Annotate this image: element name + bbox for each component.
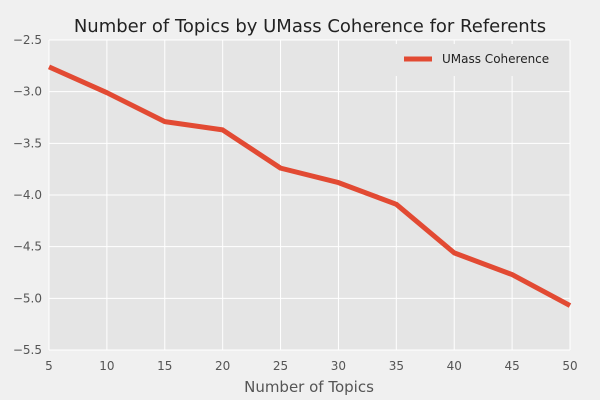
x-tick-label: 10 (99, 359, 114, 373)
series-layer (47, 64, 572, 308)
series-line-umass-coherence (47, 64, 572, 308)
y-tick-label: −3.0 (13, 85, 42, 99)
y-tick-label: −5.5 (13, 343, 42, 357)
grid (48, 39, 571, 351)
y-tick-label: −4.5 (13, 240, 42, 254)
x-tick-label: 15 (157, 359, 172, 373)
x-tick-label: 20 (215, 359, 230, 373)
legend-label-umass-coherence: UMass Coherence (442, 52, 549, 66)
y-tick-label: −5.0 (13, 291, 42, 305)
x-axis-ticks: 5 10 15 20 25 30 35 40 45 50 (45, 359, 577, 373)
legend: UMass Coherence (392, 44, 562, 76)
y-tick-label: −4.0 (13, 188, 42, 202)
x-tick-label: 25 (273, 359, 288, 373)
y-axis-ticks: −2.5 −3.0 −3.5 −4.0 −4.5 −5.0 −5.5 (13, 33, 42, 357)
x-tick-label: 35 (389, 359, 404, 373)
y-tick-label: −3.5 (13, 136, 42, 150)
x-tick-label: 5 (45, 359, 53, 373)
x-tick-label: 30 (331, 359, 346, 373)
x-tick-label: 50 (562, 359, 577, 373)
x-tick-label: 45 (504, 359, 519, 373)
chart-title: Number of Topics by UMass Coherence for … (74, 16, 546, 37)
x-axis-label: Number of Topics (244, 378, 374, 396)
x-tick-label: 40 (447, 359, 462, 373)
y-tick-label: −2.5 (13, 33, 42, 47)
